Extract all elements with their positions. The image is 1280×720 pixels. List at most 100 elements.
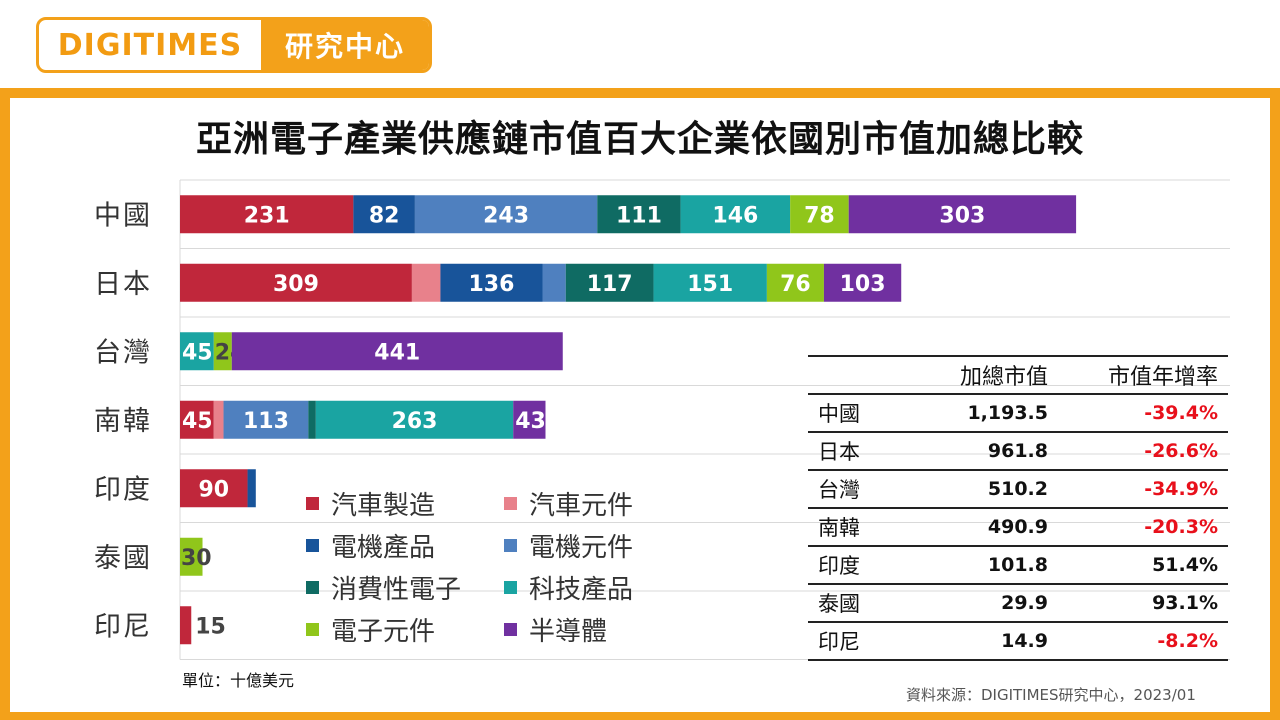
bar-segment	[411, 263, 441, 302]
bar-segment	[180, 195, 354, 234]
table-cell-growth: -26.6%	[1058, 432, 1228, 471]
data-label: 43	[515, 409, 546, 434]
unit-label: 單位：十億美元	[182, 671, 295, 690]
category-label: 南韓	[94, 406, 152, 437]
legend-label: 電機產品	[331, 532, 436, 563]
data-label: 113	[243, 409, 289, 434]
table-cell-country: 印度	[808, 546, 878, 585]
bar-segment	[597, 195, 681, 234]
table-cell-total: 961.8	[878, 432, 1058, 471]
data-label: 136	[468, 272, 514, 297]
category-label: 日本	[94, 269, 152, 300]
legend-label: 半導體	[529, 616, 608, 647]
legend-swatch	[504, 496, 517, 510]
bar-segment	[180, 469, 248, 508]
data-label: 263	[392, 409, 438, 434]
table-row: 印尼 14.9 -8.2%	[808, 622, 1228, 661]
digitimes-logo: DIGITIMES 研究中心	[36, 17, 432, 73]
data-label: 243	[483, 203, 529, 228]
bar-segment	[247, 469, 256, 508]
table-row: 日本 961.8 -26.6%	[808, 432, 1228, 471]
category-label: 台灣	[94, 337, 152, 368]
legend-swatch	[504, 580, 517, 594]
data-label: 103	[840, 272, 886, 297]
bar-segment	[680, 195, 791, 234]
legend-item: 汽車元件	[504, 484, 664, 522]
data-label: 117	[587, 272, 633, 297]
legend-item: 半導體	[504, 610, 664, 648]
legend-label: 科技產品	[529, 574, 634, 605]
legend-label: 汽車製造	[331, 490, 436, 521]
bar-segment	[180, 332, 214, 371]
table-header-growth: 市值年增率	[1058, 355, 1228, 395]
table-cell-country: 泰國	[808, 584, 878, 623]
bar-segment	[766, 263, 824, 302]
data-label: 76	[780, 272, 811, 297]
table-cell-country: 日本	[808, 432, 878, 471]
table-cell-total: 14.9	[878, 622, 1058, 661]
legend-swatch	[306, 496, 319, 510]
data-label: 30	[181, 546, 212, 571]
data-label: 82	[369, 203, 400, 228]
legend-label: 汽車元件	[529, 490, 634, 521]
table-row: 台灣 510.2 -34.9%	[808, 470, 1228, 509]
chart-title: 亞洲電子產業供應鏈市值百大企業依國別市值加總比較	[195, 119, 1084, 160]
logo-unit: 研究中心	[261, 20, 429, 70]
bar-segment	[213, 400, 224, 439]
bar-segment	[180, 400, 214, 439]
table-header-total: 加總市值	[878, 355, 1058, 395]
table-header-row: 加總市值 市值年增率	[808, 355, 1228, 395]
table-row: 中國 1,193.5 -39.4%	[808, 394, 1228, 433]
category-label: 泰國	[94, 543, 152, 574]
data-label: 90	[198, 477, 229, 502]
table-header-country	[808, 355, 878, 395]
bar-segment	[213, 332, 232, 371]
table-cell-growth: -20.3%	[1058, 508, 1228, 547]
data-label: 151	[687, 272, 733, 297]
bar-segment	[848, 195, 1077, 234]
source-note: 資料來源：DIGITIMES研究中心，2023/01	[906, 686, 1196, 704]
legend-item: 電機元件	[504, 526, 664, 564]
table-row: 南韓 490.9 -20.3%	[808, 508, 1228, 547]
bar-segment	[823, 263, 902, 302]
bar-segment	[180, 537, 203, 576]
bar-segment	[414, 195, 598, 234]
table-cell-growth: 93.1%	[1058, 584, 1228, 623]
legend-swatch	[306, 622, 319, 636]
legend-label: 消費性電子	[331, 574, 462, 605]
table-cell-growth: 51.4%	[1058, 546, 1228, 585]
data-label: 45	[182, 409, 213, 434]
legend-swatch	[306, 538, 319, 552]
legend-swatch	[504, 622, 517, 636]
data-label: 45	[182, 340, 213, 365]
summary-table: 加總市值 市值年增率 中國 1,193.5 -39.4% 日本 961.8 -26.6% 台…	[808, 355, 1228, 661]
data-label: 15	[195, 614, 226, 639]
table-cell-total: 510.2	[878, 470, 1058, 509]
data-label: 441	[374, 340, 420, 365]
chart-legend: 汽車製造 汽車元件電機產品 電機元件消費性電子 科技產品電子元件 半導體	[306, 484, 666, 648]
table-cell-growth: -8.2%	[1058, 622, 1228, 661]
table-cell-country: 台灣	[808, 470, 878, 509]
bar-segment	[542, 263, 566, 302]
legend-swatch	[504, 538, 517, 552]
bar-segment	[790, 195, 849, 234]
bar-segment	[223, 400, 309, 439]
table-cell-total: 101.8	[878, 546, 1058, 585]
bar-segment	[353, 195, 415, 234]
logo-brand: DIGITIMES	[57, 27, 243, 63]
bar-segment	[180, 263, 412, 302]
legend-item: 消費性電子	[306, 568, 504, 606]
header: DIGITIMES 研究中心	[0, 0, 1280, 88]
bar-segment	[653, 263, 767, 302]
category-label: 印度	[94, 474, 152, 505]
legend-label: 電子元件	[331, 616, 436, 647]
table-row: 泰國 29.9 93.1%	[808, 584, 1228, 623]
bar-segment	[180, 606, 192, 645]
table-cell-country: 印尼	[808, 622, 878, 661]
table-cell-growth: -39.4%	[1058, 394, 1228, 433]
data-label: 231	[244, 203, 290, 228]
data-label: 309	[273, 272, 319, 297]
bar-segment	[513, 400, 546, 439]
table-cell-country: 南韓	[808, 508, 878, 547]
